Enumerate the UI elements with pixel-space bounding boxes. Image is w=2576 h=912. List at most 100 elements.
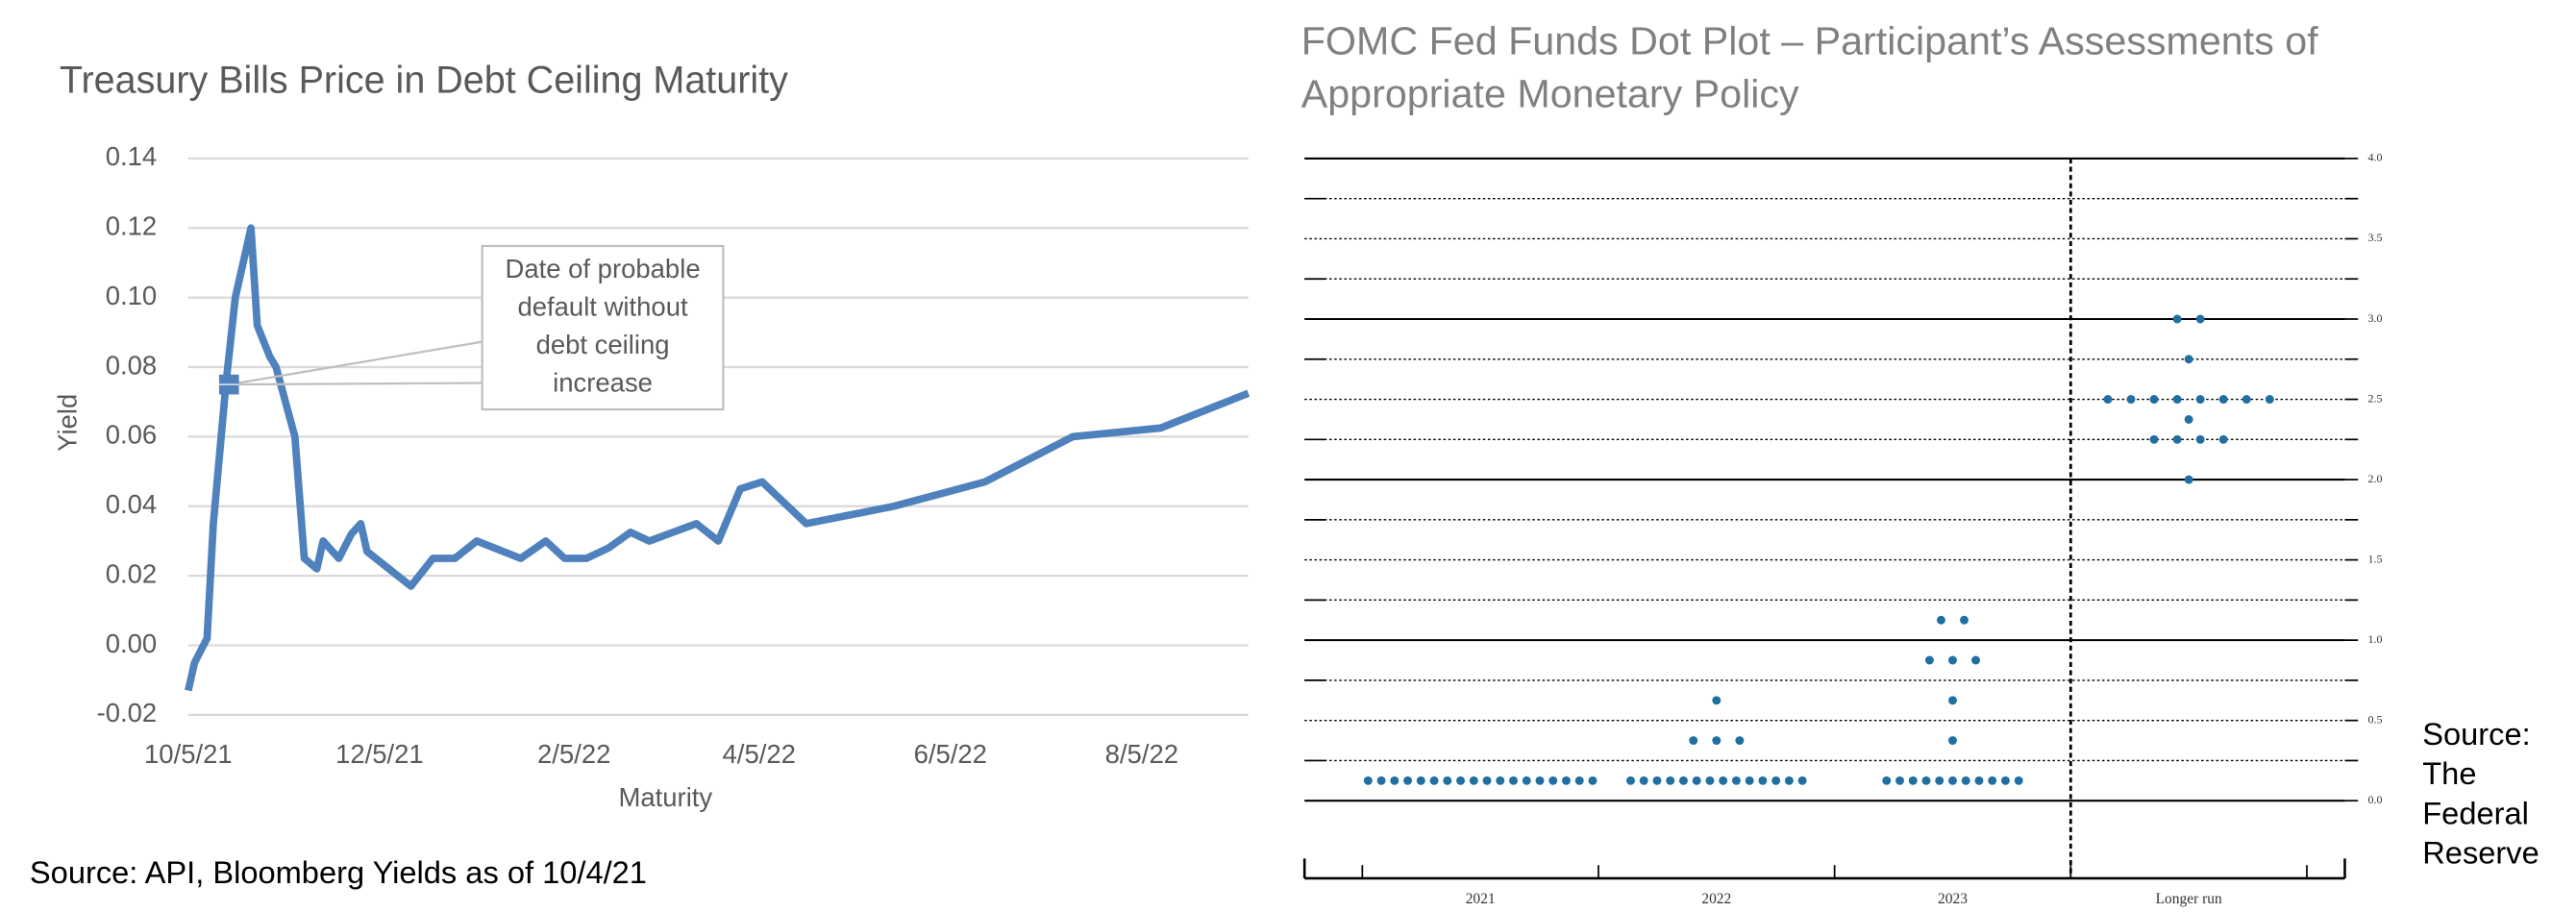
x-tick-label: Longer run (2156, 891, 2222, 907)
x-tick-label: 12/5/21 (335, 739, 424, 769)
annotation-text: Date of probable (505, 254, 700, 283)
dot (1988, 776, 1997, 785)
y-tick-label: 0.08 (106, 350, 157, 380)
dot (1731, 776, 1741, 785)
dot (1639, 776, 1648, 785)
dot (2149, 434, 2159, 444)
dot (1745, 776, 1754, 785)
y-tick-label: 3.0 (2368, 311, 2383, 325)
dot (2242, 395, 2251, 404)
dot (1961, 776, 1970, 785)
dot (1416, 776, 1425, 785)
y-tick-label: 0.02 (106, 558, 157, 588)
dot (1403, 776, 1413, 785)
dot (1574, 776, 1584, 785)
y-tick-label: 1.5 (2368, 552, 2383, 565)
y-tick-label: 2.5 (2368, 391, 2383, 405)
dot (1535, 776, 1545, 785)
dot (2184, 355, 2193, 364)
y-tick-label: 0.10 (106, 281, 157, 310)
chart-title: FOMC Fed Funds Dot Plot – Participant’s … (1300, 19, 2318, 117)
line (185, 224, 1251, 692)
dot (1678, 776, 1688, 785)
dot (2195, 314, 2205, 324)
y-tick-label: 0.04 (106, 489, 157, 519)
chart-title: Treasury Bills Price in Debt Ceiling Mat… (60, 59, 788, 101)
x-tick-label: 4/5/22 (723, 739, 796, 769)
dot (1921, 776, 1931, 785)
dot (2103, 395, 2113, 404)
dot (1376, 776, 1386, 785)
dot (1429, 776, 1439, 785)
dot (1936, 615, 1945, 625)
dot (1719, 776, 1728, 785)
dot (2195, 395, 2205, 404)
x-tick-label: 6/5/22 (914, 739, 987, 769)
y-tick-label: -0.02 (97, 698, 158, 727)
dot (2184, 475, 2193, 484)
dot (1666, 776, 1675, 785)
dot (2265, 395, 2274, 404)
dot (1692, 776, 1701, 785)
x-tick-label: 2023 (1938, 891, 1968, 907)
dot (1948, 655, 1957, 665)
dot (2000, 776, 2010, 785)
dot (1588, 776, 1598, 785)
dot (1652, 776, 1662, 785)
dot (1771, 776, 1781, 785)
y-tick-label: 0.00 (106, 629, 157, 658)
dot (2184, 414, 2193, 424)
annotation-box (481, 244, 725, 411)
y-tick-label: 0.0 (2368, 793, 2383, 806)
annotation-text: increase (553, 368, 653, 398)
dot (1948, 696, 1957, 705)
dot (1924, 655, 1934, 665)
y-tick-label: 1.0 (2368, 632, 2383, 646)
dot (1882, 776, 1892, 785)
callout-line (229, 382, 483, 386)
dot (1971, 655, 1980, 665)
dot (1895, 776, 1904, 785)
annotation-text: default without (517, 292, 688, 322)
dot (1482, 776, 1492, 785)
y-tick-label: 0.5 (2368, 712, 2383, 726)
dot (1784, 776, 1794, 785)
dot (1712, 696, 1721, 705)
dot (1705, 776, 1715, 785)
dot (1509, 776, 1518, 785)
dot (1948, 736, 1957, 746)
dot (2172, 395, 2182, 404)
dot (1390, 776, 1399, 785)
x-tick-label: 10/5/21 (144, 739, 233, 769)
dot (1469, 776, 1478, 785)
dot (2218, 395, 2228, 404)
dot (1735, 736, 1745, 746)
dot (1935, 776, 1944, 785)
dot (1797, 776, 1807, 785)
dot (2172, 314, 2182, 324)
dot (1974, 776, 1984, 785)
dot (1948, 776, 1957, 785)
x-axis-label: Maturity (618, 782, 712, 812)
dot (1960, 615, 1969, 625)
dot (1758, 776, 1768, 785)
dot (1626, 776, 1635, 785)
x-tick-label: 2021 (1466, 891, 1496, 907)
y-tick-label: 0.12 (106, 211, 157, 241)
annotation-text: debt ceiling (536, 330, 670, 359)
dot (1908, 776, 1918, 785)
dot (2195, 434, 2205, 444)
dot (1496, 776, 1505, 785)
y-tick-label: 0.14 (106, 141, 157, 171)
dot (1363, 776, 1373, 785)
callout-line (229, 340, 483, 386)
x-tick-label: 8/5/22 (1105, 739, 1178, 769)
dot (1562, 776, 1571, 785)
dot (2126, 395, 2136, 404)
source: Source: The Federal Reserve (2422, 718, 2539, 873)
dot (2172, 434, 2182, 444)
y-tick-label: 4.0 (2368, 151, 2383, 164)
dot (1443, 776, 1452, 785)
